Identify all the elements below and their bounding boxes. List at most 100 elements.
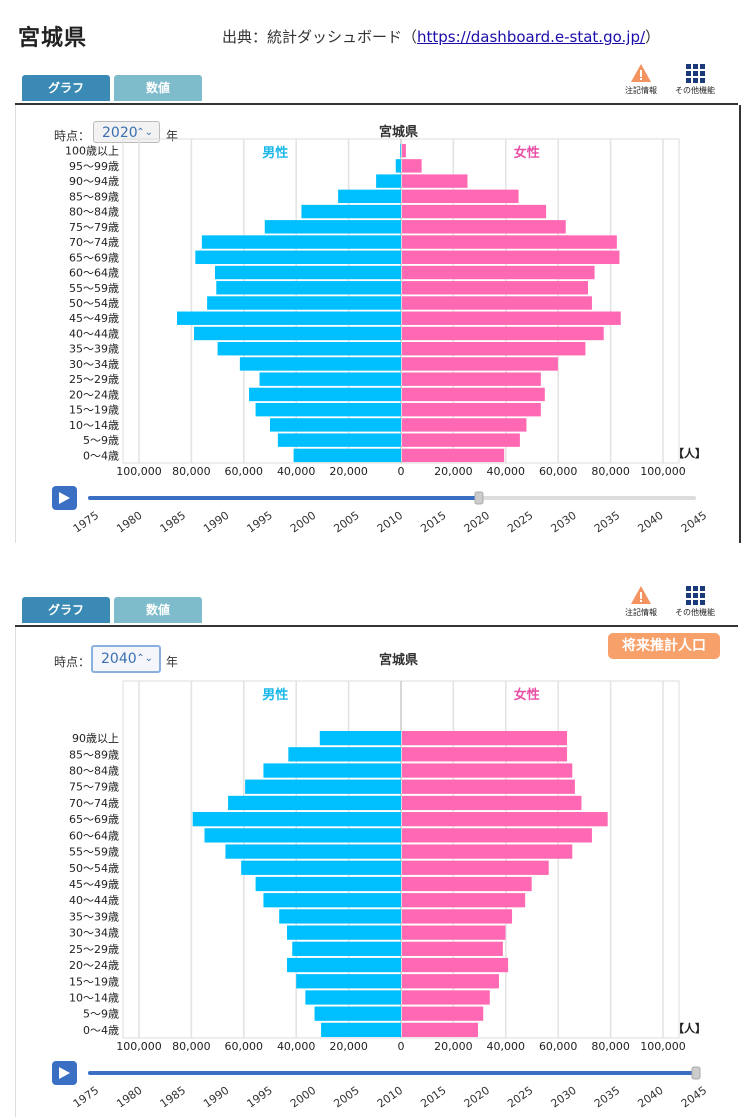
time-label: 時点： bbox=[54, 129, 91, 143]
age-group-label: 75～79歳 bbox=[69, 781, 119, 794]
play-icon bbox=[59, 1067, 70, 1079]
male-bar bbox=[319, 730, 401, 746]
chevron-updown-icon: ⌃⌄ bbox=[136, 127, 153, 138]
age-group-label: 10～14歳 bbox=[69, 419, 119, 432]
slider-year-label: 2025 bbox=[505, 1084, 535, 1111]
tab-bar: グラフ 数値 注記情報 その他機能 bbox=[15, 64, 738, 105]
slider-year-label: 2035 bbox=[592, 509, 622, 536]
other-functions-button[interactable]: その他機能 bbox=[669, 585, 721, 618]
age-group-label: 100歳以上 bbox=[65, 145, 119, 158]
x-tick-label: 60,000 bbox=[225, 1040, 264, 1053]
male-bar bbox=[201, 235, 401, 249]
female-bar bbox=[402, 357, 558, 371]
age-group-label: 0～4歳 bbox=[83, 1024, 119, 1037]
slider-year-label: 1975 bbox=[71, 1084, 101, 1111]
notes-button[interactable]: 注記情報 bbox=[615, 63, 667, 96]
slider-year-label: 2030 bbox=[549, 509, 579, 536]
female-bar bbox=[402, 326, 604, 341]
unit-label: 【人】 bbox=[673, 1021, 706, 1035]
female-bar bbox=[402, 941, 503, 956]
age-group-label: 5～9歳 bbox=[83, 434, 119, 447]
x-tick-label: 40,000 bbox=[487, 465, 526, 478]
slider-handle[interactable] bbox=[691, 1066, 701, 1080]
female-bar bbox=[402, 730, 568, 746]
male-bar bbox=[301, 204, 401, 219]
chart-box: 将来推計人口 時点： 2040 ⌃⌄ 年 宮城県 男性 女性 90歳以上 85～89歳 8… bbox=[15, 627, 739, 1117]
x-tick-label: 80,000 bbox=[172, 465, 211, 478]
age-group-label: 15～19歳 bbox=[69, 975, 119, 988]
age-group-label: 25～29歳 bbox=[69, 943, 119, 956]
male-series-label: 男性 bbox=[262, 687, 288, 703]
chart-box: 時点： 2020 ⌃⌄ 年 宮城県 男性 女性 100歳以上 95～99歳 90～94歳 8… bbox=[15, 105, 741, 543]
slider-year-label: 2020 bbox=[462, 509, 492, 536]
age-group-label: 55～59歳 bbox=[69, 846, 119, 859]
slider-year-label: 1980 bbox=[114, 509, 144, 536]
female-bar bbox=[402, 281, 589, 295]
pyramid-chart: 男性 女性 90歳以上 85～89歳 80～84歳 75～79歳 70～74歳 65～69歳 6… bbox=[52, 680, 709, 1111]
chevron-updown-icon: ⌃⌄ bbox=[136, 653, 153, 664]
female-bar bbox=[402, 143, 406, 158]
tab-values[interactable]: 数値 bbox=[114, 75, 202, 101]
source-suffix: ） bbox=[645, 28, 661, 46]
tab-graph[interactable]: グラフ bbox=[22, 597, 110, 623]
source-prefix: 出典：統計ダッシュボード（ bbox=[222, 28, 418, 46]
tab-graph[interactable]: グラフ bbox=[22, 75, 110, 101]
slider-year-label: 2010 bbox=[375, 509, 405, 536]
x-tick-label: 80,000 bbox=[591, 1040, 630, 1053]
tab-values[interactable]: 数値 bbox=[114, 597, 202, 623]
source-link[interactable]: https://dashboard.e-stat.go.jp/ bbox=[417, 28, 646, 46]
age-group-label: 80～84歳 bbox=[69, 206, 119, 219]
male-bar bbox=[314, 1006, 401, 1021]
male-bar bbox=[376, 174, 401, 188]
slider-year-label: 2040 bbox=[635, 1084, 665, 1111]
age-group-label: 40～44歳 bbox=[69, 894, 119, 907]
male-bar bbox=[228, 795, 401, 811]
age-group-label: 20～24歳 bbox=[69, 959, 119, 972]
slider-fill bbox=[88, 496, 479, 500]
slider-handle[interactable] bbox=[474, 491, 484, 505]
slider-year-label: 1975 bbox=[71, 509, 101, 536]
female-bar bbox=[402, 220, 566, 234]
female-bar bbox=[402, 860, 549, 875]
notes-button[interactable]: 注記情報 bbox=[615, 585, 667, 618]
age-group-label: 65～69歳 bbox=[69, 251, 119, 264]
male-bar bbox=[216, 281, 401, 295]
age-group-label: 90～94歳 bbox=[69, 175, 119, 188]
age-group-label: 60～64歳 bbox=[69, 829, 119, 842]
pyramid-panel-2040: グラフ 数値 注記情報 その他機能 将来推計人口 時点： 2040 ⌃⌄ 年 宮城… bbox=[15, 586, 739, 1117]
age-group-label: 90歳以上 bbox=[72, 732, 119, 745]
age-group-label: 80～84歳 bbox=[69, 765, 119, 778]
age-group-label: 95～99歳 bbox=[69, 160, 119, 173]
x-tick-label: 20,000 bbox=[434, 1040, 473, 1053]
male-bar bbox=[176, 311, 401, 325]
female-bar bbox=[402, 235, 617, 249]
male-bar bbox=[255, 876, 401, 892]
age-group-label: 10～14歳 bbox=[69, 991, 119, 1004]
other-functions-label: その他機能 bbox=[675, 86, 715, 95]
pyramid-panel-2020: グラフ 数値 注記情報 その他機能 時点： 2020 ⌃⌄ 年 宮城県 男性 女性 1… bbox=[15, 64, 741, 545]
slider-year-label: 1985 bbox=[158, 1084, 188, 1111]
slider-year-label: 1990 bbox=[201, 1084, 231, 1111]
age-group-label: 25～29歳 bbox=[69, 373, 119, 386]
slider-year-label: 2000 bbox=[288, 509, 318, 536]
warning-icon bbox=[631, 64, 651, 82]
slider-year-label: 2000 bbox=[288, 1084, 318, 1111]
x-tick-label: 40,000 bbox=[487, 1040, 526, 1053]
female-bar bbox=[402, 763, 573, 778]
male-bar bbox=[288, 747, 401, 762]
age-group-label: 70～74歳 bbox=[69, 797, 119, 810]
year-suffix: 年 bbox=[166, 655, 179, 669]
year-select[interactable]: 2020 ⌃⌄ bbox=[93, 121, 160, 143]
male-bar bbox=[255, 402, 401, 417]
age-group-label: 45～49歳 bbox=[69, 878, 119, 891]
age-group-label: 35～39歳 bbox=[69, 343, 119, 356]
female-bar bbox=[402, 1006, 484, 1021]
age-group-label: 0～4歳 bbox=[83, 449, 119, 462]
x-tick-label: 20,000 bbox=[329, 465, 368, 478]
slider-year-label: 2035 bbox=[592, 1084, 622, 1111]
age-group-label: 85～89歳 bbox=[69, 748, 119, 761]
age-group-label: 45～49歳 bbox=[69, 312, 119, 325]
year-select[interactable]: 2040 ⌃⌄ bbox=[91, 645, 161, 673]
other-functions-button[interactable]: その他機能 bbox=[669, 63, 721, 96]
x-tick-label: 100,000 bbox=[640, 1040, 686, 1053]
